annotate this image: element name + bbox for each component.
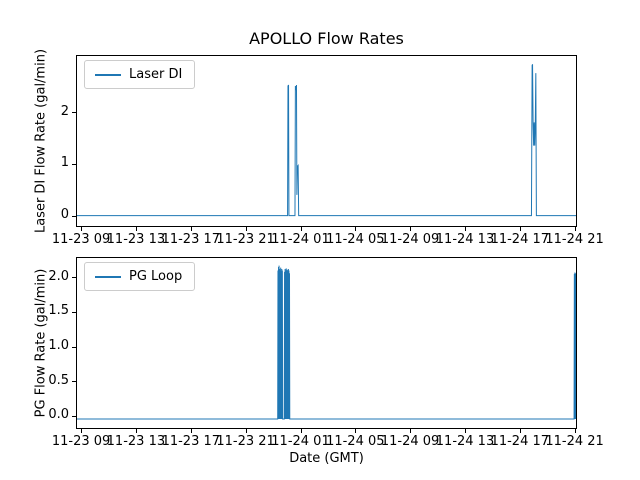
y-tick-label: 1 xyxy=(60,155,69,171)
x-tick-label: 11-23 13 xyxy=(106,434,166,449)
x-tick xyxy=(574,429,576,433)
x-tick-label: 11-24 09 xyxy=(380,232,440,247)
legend-laser-di: Laser DI xyxy=(84,60,196,89)
y-tick xyxy=(72,215,76,217)
y-tick-label: 0 xyxy=(60,207,69,223)
top-axes-laser-di: Laser DI xyxy=(76,55,577,227)
y-tick xyxy=(72,415,76,417)
x-tick xyxy=(519,429,521,433)
y-tick xyxy=(72,277,76,279)
y-tick xyxy=(72,346,76,348)
legend-label-laser-di: Laser DI xyxy=(129,67,183,82)
x-tick xyxy=(465,227,466,231)
x-tick xyxy=(81,429,83,433)
y-tick-label: 2 xyxy=(60,103,69,119)
x-tick xyxy=(465,429,466,433)
pg-loop-line-plot xyxy=(77,265,576,420)
x-axis-label: Date (GMT) xyxy=(289,451,364,466)
y-tick xyxy=(72,381,76,382)
x-tick xyxy=(81,227,83,231)
y-tick xyxy=(72,311,76,313)
laser-di-line-plot xyxy=(77,64,576,217)
x-tick xyxy=(190,227,192,231)
x-tick xyxy=(300,429,302,433)
top-y-axis-label: Laser DI Flow Rate (gal/min) xyxy=(33,48,49,234)
laser-di-series-line xyxy=(77,64,576,217)
legend-label-pg-loop: PG Loop xyxy=(129,269,183,284)
y-tick xyxy=(72,163,76,165)
x-tick-label: 11-23 17 xyxy=(161,232,221,247)
x-tick xyxy=(574,227,576,231)
x-tick-label: 11-24 05 xyxy=(326,434,385,449)
x-tick-label: 11-23 21 xyxy=(216,232,275,247)
x-tick xyxy=(355,429,357,433)
x-tick-label: 11-24 21 xyxy=(545,434,604,449)
x-tick xyxy=(135,227,137,231)
y-tick-label: 0.0 xyxy=(48,407,69,423)
legend-line-sample xyxy=(95,275,121,278)
x-tick xyxy=(300,227,302,231)
x-tick-label: 11-23 09 xyxy=(51,434,111,449)
x-tick-label: 11-24 05 xyxy=(326,232,385,247)
x-tick xyxy=(519,227,521,231)
figure-title: APOLLO Flow Rates xyxy=(249,29,404,48)
x-tick-label: 11-23 09 xyxy=(51,232,111,247)
x-tick-label: 11-24 13 xyxy=(435,232,495,247)
y-tick-label: 0.5 xyxy=(48,372,69,388)
x-tick-label: 11-24 01 xyxy=(271,434,330,449)
x-tick xyxy=(355,227,357,231)
x-tick-label: 11-23 21 xyxy=(216,434,275,449)
x-tick-label: 11-23 13 xyxy=(106,232,166,247)
x-tick xyxy=(190,429,192,433)
y-tick-label: 2.0 xyxy=(48,268,69,284)
y-tick xyxy=(72,112,76,113)
x-tick-label: 11-24 13 xyxy=(435,434,495,449)
x-tick-label: 11-24 21 xyxy=(545,232,604,247)
x-tick xyxy=(135,429,137,433)
x-tick-label: 11-24 01 xyxy=(271,232,330,247)
x-tick-label: 11-24 17 xyxy=(490,434,550,449)
x-tick xyxy=(410,227,412,231)
legend-line-sample xyxy=(95,73,121,76)
y-tick-label: 1.0 xyxy=(48,338,69,353)
x-tick xyxy=(245,227,247,231)
y-tick-label: 1.5 xyxy=(48,303,69,319)
legend-pg-loop: PG Loop xyxy=(84,262,196,291)
x-tick-label: 11-23 17 xyxy=(161,434,221,449)
x-tick xyxy=(410,429,412,433)
x-tick xyxy=(245,429,247,433)
bottom-axes-pg-loop: PG Loop xyxy=(76,257,577,429)
x-tick-label: 11-24 17 xyxy=(490,232,550,247)
x-tick-label: 11-24 09 xyxy=(380,434,440,449)
